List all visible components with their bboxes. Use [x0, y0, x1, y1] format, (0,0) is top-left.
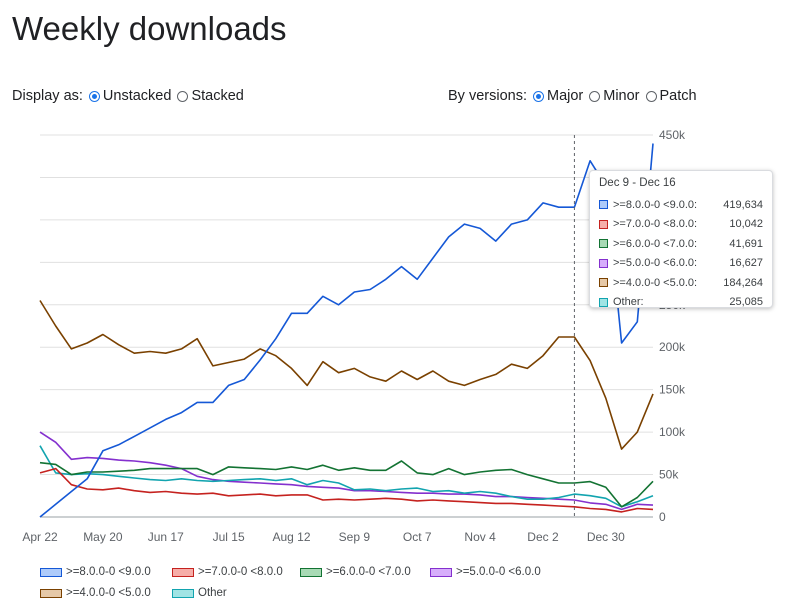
tooltip-series-name: >=8.0.0-0 <9.0.0: [613, 198, 698, 211]
legend-label[interactable]: >=8.0.0-0 <9.0.0 [66, 566, 151, 578]
y-tick-label: 450k [659, 128, 686, 142]
tooltip-series-value: 41,691 [729, 237, 763, 250]
legend-swatch[interactable] [40, 588, 62, 598]
by-versions-control: By versions: Major Minor Patch [448, 88, 703, 104]
x-tick-label: Dec 2 [527, 530, 559, 544]
page-title: Weekly downloads [12, 10, 287, 47]
series-line [39, 467, 654, 513]
tooltip-swatch [599, 200, 608, 210]
by-versions-label: By versions: [448, 88, 527, 104]
x-tick-label: Jul 15 [213, 530, 245, 544]
tooltip-swatch [599, 297, 608, 307]
x-tick-label: Sep 9 [339, 530, 371, 544]
tooltip-series-name: >=4.0.0-0 <5.0.0: [613, 276, 698, 289]
series-line [39, 143, 654, 518]
tooltip-row: Other: 25,085 [599, 293, 763, 313]
unstacked-radio[interactable]: Unstacked [88, 88, 172, 104]
tooltip-swatch [599, 258, 608, 268]
legend-swatch[interactable] [430, 567, 452, 577]
legend-label[interactable]: >=5.0.0-0 <6.0.0 [456, 566, 541, 578]
legend-label[interactable]: >=6.0.0-0 <7.0.0 [326, 566, 411, 578]
series-lines [39, 143, 654, 518]
minor-radio-label[interactable]: Minor [603, 88, 640, 104]
stacked-radio[interactable]: Stacked [177, 88, 244, 104]
legend-label[interactable]: >=7.0.0-0 <8.0.0 [198, 566, 283, 578]
y-tick-label: 200k [659, 340, 686, 354]
series-line [39, 445, 654, 508]
legend-swatch[interactable] [172, 567, 194, 577]
patch-radio-label[interactable]: Patch [659, 88, 697, 104]
y-tick-label: 50k [659, 468, 679, 482]
tooltip-swatch [599, 278, 608, 288]
series-line [39, 460, 654, 508]
x-tick-label: May 20 [83, 530, 123, 544]
y-tick-label: 150k [659, 383, 686, 397]
legend-label[interactable]: >=4.0.0-0 <5.0.0 [66, 587, 151, 599]
tooltip-series-name: >=6.0.0-0 <7.0.0: [613, 237, 698, 250]
stacked-radio-dot[interactable] [177, 90, 189, 102]
x-tick-label: Nov 4 [464, 530, 496, 544]
tooltip-series-name: Other: [613, 296, 644, 309]
major-radio[interactable]: Major [532, 88, 584, 104]
y-tick-label: 0 [659, 510, 666, 524]
hover-tooltip: Dec 9 - Dec 16 >=8.0.0-0 <9.0.0: 419,634 >… [589, 170, 773, 308]
major-radio-dot[interactable] [532, 90, 544, 102]
series-line [39, 300, 654, 450]
tooltip-date-range: Dec 9 - Dec 16 [599, 177, 676, 189]
legend-item[interactable]: >=5.0.0-0 <6.0.0 [430, 566, 541, 578]
legend-swatch[interactable] [172, 588, 194, 598]
tooltip-series-name: >=5.0.0-0 <6.0.0: [613, 257, 698, 270]
minor-radio[interactable]: Minor [589, 88, 640, 104]
tooltip-row: >=4.0.0-0 <5.0.0: 184,264 [599, 273, 763, 293]
stacked-radio-label[interactable]: Stacked [191, 88, 244, 104]
downloads-chart[interactable]: 050k100k150k200k250k300k350k400k450k Apr… [0, 0, 788, 560]
unstacked-radio-label[interactable]: Unstacked [102, 88, 172, 104]
legend-swatch[interactable] [300, 567, 322, 577]
unstacked-radio-dot[interactable] [88, 90, 100, 102]
legend-swatch[interactable] [40, 567, 62, 577]
display-as-control: Display as: Unstacked Stacked [12, 88, 250, 104]
display-as-label: Display as: [12, 88, 83, 104]
legend-item[interactable]: >=7.0.0-0 <8.0.0 [172, 566, 283, 578]
grid-lines [40, 134, 653, 518]
patch-radio[interactable]: Patch [645, 88, 697, 104]
tooltip-row: >=5.0.0-0 <6.0.0: 16,627 [599, 254, 763, 274]
x-axis-ticks: Apr 22 May 20 Jun 17 Jul 15 Aug 12 Sep 9 Oct 7… [22, 530, 625, 544]
tooltip-series-value: 25,085 [729, 296, 763, 309]
tooltip-series-value: 184,264 [723, 276, 763, 289]
tooltip-series-value: 419,634 [723, 198, 763, 211]
tooltip-series-value: 16,627 [729, 257, 763, 270]
minor-radio-dot[interactable] [589, 90, 601, 102]
tooltip-swatch [599, 219, 608, 229]
x-tick-label: Dec 30 [587, 530, 625, 544]
x-tick-label: Oct 7 [403, 530, 432, 544]
tooltip-series-value: 10,042 [729, 218, 763, 231]
tooltip-row: >=8.0.0-0 <9.0.0: 419,634 [599, 195, 763, 215]
tooltip-row: >=6.0.0-0 <7.0.0: 41,691 [599, 234, 763, 254]
legend-label[interactable]: Other [198, 587, 227, 599]
x-tick-label: Apr 22 [22, 530, 58, 544]
legend-item[interactable]: >=4.0.0-0 <5.0.0 [40, 587, 151, 599]
legend-item[interactable]: >=8.0.0-0 <9.0.0 [40, 566, 151, 578]
y-tick-label: 100k [659, 425, 686, 439]
tooltip-row: >=7.0.0-0 <8.0.0: 10,042 [599, 215, 763, 235]
patch-radio-dot[interactable] [645, 90, 657, 102]
legend-item[interactable]: Other [172, 587, 227, 599]
tooltip-swatch [599, 239, 608, 249]
tooltip-series-name: >=7.0.0-0 <8.0.0: [613, 218, 698, 231]
x-tick-label: Jun 17 [148, 530, 184, 544]
legend-item[interactable]: >=6.0.0-0 <7.0.0 [300, 566, 411, 578]
major-radio-label[interactable]: Major [546, 88, 584, 104]
x-tick-label: Aug 12 [272, 530, 310, 544]
